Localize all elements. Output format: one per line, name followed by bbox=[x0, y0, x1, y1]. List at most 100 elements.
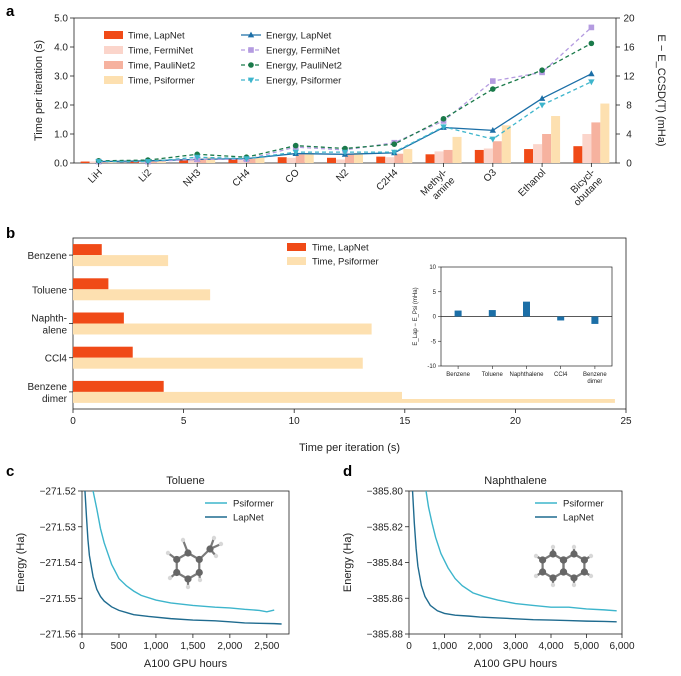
marker-energy-paulinet2 bbox=[490, 86, 496, 92]
x-tick-label: 6,000 bbox=[609, 641, 634, 652]
x-axis-label: A100 GPU hours bbox=[144, 658, 228, 670]
bar-time-psiformer bbox=[206, 157, 216, 163]
inset-x-tick-label: Naphthalene bbox=[509, 372, 544, 378]
x-tick-label: 4,000 bbox=[538, 641, 563, 652]
x-tick-label: 0 bbox=[406, 641, 412, 652]
hbar-time-psiformer bbox=[73, 391, 615, 403]
bar-time-ferminet bbox=[483, 148, 493, 163]
marker-energy-paulinet2 bbox=[292, 142, 299, 149]
hydrogen-atom bbox=[588, 553, 594, 559]
bar-time-psiformer bbox=[156, 159, 166, 163]
carbon-atom bbox=[173, 568, 181, 577]
x-tick-label: 10 bbox=[289, 416, 301, 427]
legend-swatch-time-psiformer bbox=[287, 257, 306, 265]
hbar-time-psiformer bbox=[73, 323, 372, 335]
bar-time-lapnet bbox=[228, 158, 238, 163]
inset-bar bbox=[523, 301, 530, 317]
bar-time-lapnet bbox=[129, 161, 139, 163]
x-axis-label: A100 GPU hours bbox=[474, 658, 558, 670]
panel-d-chart: Naphthalene −385.88 −385.86 −385.84 −385.82 −… bbox=[342, 475, 635, 670]
carbon-atom bbox=[549, 574, 557, 582]
legend-label: Energy, PauliNet2 bbox=[266, 61, 342, 72]
y-axis-label: Energy (Ha) bbox=[15, 533, 27, 592]
legend-label: Time, LapNet bbox=[312, 243, 369, 254]
carbon-atom bbox=[173, 555, 181, 564]
bar-time-paulinet2 bbox=[147, 160, 157, 163]
inset-bar bbox=[488, 310, 496, 317]
marker-energy-lapnet bbox=[489, 126, 497, 133]
y-axis-label: Time per iteration (s) bbox=[33, 40, 45, 141]
inset-y-tick-label: -5 bbox=[431, 339, 437, 345]
hydrogen-atom bbox=[588, 573, 594, 579]
legend-swatch-time-paulinet2 bbox=[104, 61, 123, 69]
bar-time-psiformer bbox=[452, 136, 462, 163]
panel-letter-c: c bbox=[6, 463, 14, 480]
legend-label: Time, PauliNet2 bbox=[128, 61, 195, 72]
hbar-time-lapnet bbox=[73, 244, 102, 256]
molecule-illustration bbox=[533, 544, 594, 588]
x-tick-label: N2 bbox=[334, 167, 351, 184]
hydrogen-atom bbox=[185, 584, 191, 590]
hbar-time-lapnet bbox=[73, 346, 133, 358]
x-tick-label: 5,000 bbox=[574, 641, 599, 652]
marker-energy-paulinet2 bbox=[539, 67, 545, 73]
x-tick-label: 25 bbox=[620, 416, 632, 427]
chart-title: Naphthalene bbox=[484, 475, 546, 487]
y-tick-label: −271.56 bbox=[40, 630, 77, 641]
bar-time-ferminet bbox=[533, 144, 543, 163]
y2-tick-label: 8 bbox=[626, 101, 632, 112]
bar-time-ferminet bbox=[336, 159, 345, 163]
bar-time-ferminet bbox=[286, 157, 296, 163]
x-tick-label: 2,500 bbox=[254, 641, 279, 652]
y-tick-label: −271.54 bbox=[40, 558, 77, 569]
y-tick-label: 1.0 bbox=[54, 130, 68, 141]
marker-energy-lapnet bbox=[588, 70, 595, 77]
hydrogen-atom bbox=[213, 553, 219, 559]
legend-label: Time, Psiformer bbox=[128, 76, 195, 87]
y-tick-label: −385.84 bbox=[367, 558, 404, 569]
y-tick-label: −385.80 bbox=[367, 487, 404, 498]
bar-time-lapnet bbox=[573, 146, 583, 163]
hydrogen-atom bbox=[571, 544, 577, 550]
legend-label: Time, LapNet bbox=[128, 31, 185, 42]
bar-time-psiformer bbox=[255, 157, 265, 163]
inset-x-tick-label: Benzene bbox=[446, 372, 470, 378]
y2-tick-label: 0 bbox=[626, 159, 632, 170]
y-tick-label: −271.53 bbox=[40, 522, 77, 533]
inset-x-tick-label: Benzene dimer bbox=[583, 372, 607, 385]
carbon-atom bbox=[184, 575, 192, 583]
bar-time-ferminet bbox=[89, 161, 99, 163]
bar-time-psiformer bbox=[354, 152, 363, 163]
marker-energy-psiformer bbox=[440, 124, 447, 131]
marker-energy-ferminet bbox=[490, 78, 496, 84]
bar-time-paulinet2 bbox=[345, 154, 354, 163]
y-tick-label: Benzene dimer bbox=[28, 382, 68, 405]
marker-energy-paulinet2 bbox=[440, 115, 447, 122]
carbon-atom bbox=[580, 568, 588, 576]
y-tick-label: 4.0 bbox=[54, 43, 68, 54]
bar-time-lapnet bbox=[376, 156, 386, 163]
legend-label: Time, FermiNet bbox=[128, 46, 193, 57]
marker-energy-psiformer bbox=[144, 159, 152, 165]
bar-time-lapnet bbox=[474, 149, 484, 163]
legend-swatch-time-lapnet bbox=[287, 243, 306, 251]
bar-time-paulinet2 bbox=[197, 158, 207, 163]
panel-letter-d: d bbox=[343, 463, 352, 480]
carbon-atom bbox=[570, 574, 578, 582]
x-tick-label: 1,000 bbox=[432, 641, 457, 652]
carbon-atom bbox=[195, 555, 203, 564]
carbon-atom bbox=[184, 549, 192, 557]
x-tick-label: NH3 bbox=[181, 167, 203, 189]
legend-label: Energy, FermiNet bbox=[266, 46, 340, 57]
panel-letter-b: b bbox=[6, 225, 15, 242]
carbon-atom bbox=[570, 550, 578, 558]
bar-time-ferminet bbox=[582, 134, 592, 163]
x-tick-label: Methyl-amine bbox=[419, 167, 458, 206]
marker-energy-paulinet2 bbox=[588, 40, 595, 47]
y2-tick-label: 12 bbox=[623, 72, 635, 83]
hydrogen-atom bbox=[550, 582, 556, 588]
legend-swatch-time-lapnet bbox=[104, 31, 123, 39]
legend-swatch-time-ferminet bbox=[104, 46, 123, 54]
bar-time-ferminet bbox=[237, 160, 247, 163]
legend-label: LapNet bbox=[563, 513, 594, 524]
